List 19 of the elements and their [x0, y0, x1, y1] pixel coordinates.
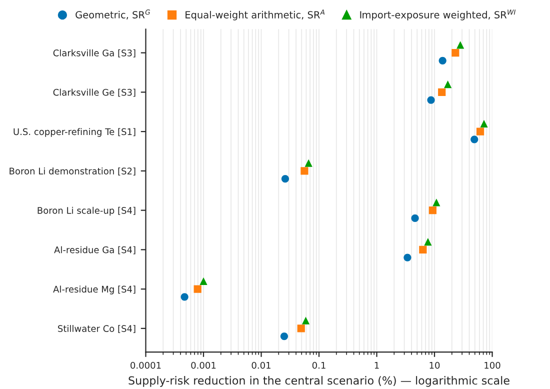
- y-tick-label: Clarksville Ga [S3]: [53, 49, 136, 58]
- x-tick-label: 0.0001: [130, 362, 161, 369]
- y-tick-label: Stillwater Co [S4]: [58, 324, 136, 334]
- legend-label: Import-exposure weighted, SR$^{WI}$: [360, 10, 516, 20]
- x-tick-label: 10: [430, 362, 440, 369]
- legend-label: Equal-weight arithmetic, SR$^{A}$: [186, 10, 324, 20]
- y-tick-label: U.S. copper-refining Te [S1]: [14, 128, 136, 137]
- x-tick-label: 0.001: [191, 362, 216, 369]
- legend-label: Geometric, SR$^{G}$: [76, 10, 150, 20]
- y-tick-label: Al-residue Ga [S4]: [54, 246, 136, 254]
- x-tick-label: 0.1: [312, 362, 326, 369]
- x-axis-title: Supply-risk reduction in the central scenario (%) — logarithmic scale: [128, 376, 510, 387]
- y-tick-label: Clarksville Ge [S3]: [53, 88, 136, 97]
- x-tick-label: 1: [374, 362, 379, 369]
- x-tick-label: 0.01: [252, 362, 270, 369]
- y-tick-label: Al-residue Mg [S4]: [53, 286, 136, 294]
- y-tick-label: Boron Li scale-up [S4]: [38, 206, 136, 216]
- y-tick-label: Boron Li demonstration [S2]: [10, 167, 136, 176]
- x-tick-label: 100: [484, 362, 500, 369]
